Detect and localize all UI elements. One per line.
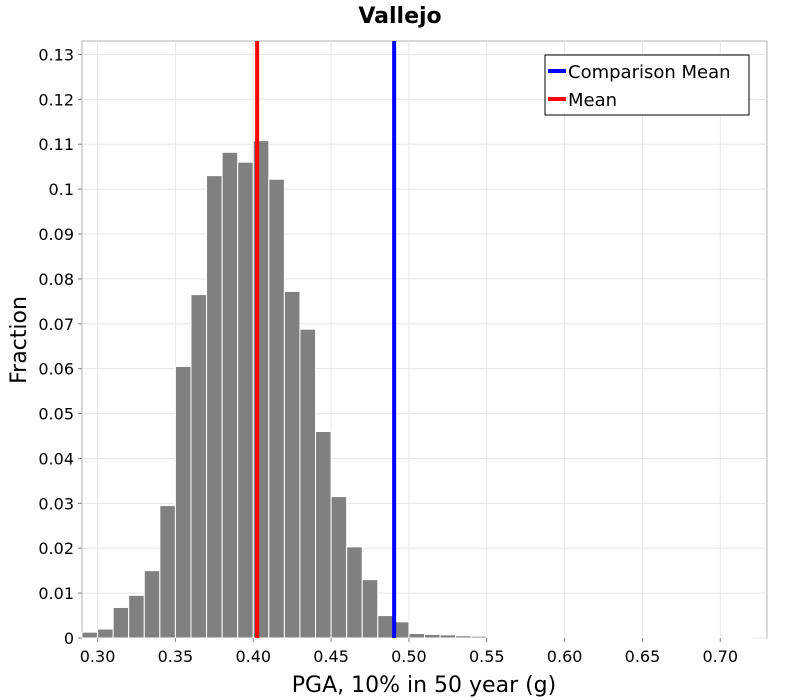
x-axis-label: PGA, 10% in 50 year (g) <box>292 673 556 698</box>
y-tick-label: 0.13 <box>38 45 74 64</box>
histogram-bar <box>377 615 394 639</box>
x-axis-ticks: 0.30 0.35 0.40 0.45 0.50 0.55 0.60 0.65 0.70 <box>80 638 738 666</box>
histogram-bar <box>315 431 332 639</box>
x-tick-label: 0.50 <box>391 647 427 666</box>
histogram-bar <box>206 175 223 639</box>
histogram-bar <box>455 635 472 639</box>
x-tick-label: 0.45 <box>313 647 349 666</box>
legend-label-mean: Mean <box>568 90 617 111</box>
y-axis-label: Fraction <box>7 296 32 384</box>
histogram-bars <box>81 140 752 639</box>
x-tick-label: 0.35 <box>158 647 194 666</box>
y-tick-label: 0 <box>64 629 74 648</box>
y-axis-ticks: 0 0.01 0.02 0.03 0.04 0.05 0.06 0.07 0.08 0.09 0.1… <box>38 45 82 648</box>
histogram-bar <box>330 496 348 639</box>
histogram-bar <box>221 151 239 639</box>
histogram-bar <box>361 579 379 639</box>
x-tick-label: 0.40 <box>235 647 271 666</box>
y-tick-label: 0.03 <box>38 494 74 513</box>
histogram-bar <box>486 636 503 639</box>
y-tick-label: 0.01 <box>38 584 74 603</box>
x-tick-label: 0.60 <box>547 647 583 666</box>
x-tick-label: 0.65 <box>625 647 661 666</box>
x-tick-label: 0.70 <box>702 647 738 666</box>
y-tick-label: 0.07 <box>38 315 74 334</box>
histogram-bar <box>128 594 145 639</box>
legend-box <box>544 54 750 116</box>
histogram-bar <box>268 178 285 639</box>
y-tick-label: 0.11 <box>38 135 74 154</box>
histogram-bar <box>424 633 441 639</box>
histogram-bar <box>237 161 254 639</box>
histogram-bar <box>408 633 426 639</box>
histogram-bar <box>470 635 488 639</box>
histogram-bar <box>299 328 317 639</box>
histogram-bar <box>190 294 208 639</box>
histogram-bar <box>97 628 114 639</box>
x-tick-label: 0.30 <box>80 647 116 666</box>
legend-label-comparison-mean: Comparison Mean <box>568 62 731 83</box>
histogram-bar <box>81 631 99 639</box>
y-tick-label: 0.04 <box>38 449 74 468</box>
histogram-bar <box>112 606 130 639</box>
legend: Comparison Mean Mean <box>544 54 750 116</box>
histogram-bar <box>439 634 457 639</box>
mean-lines <box>255 41 397 638</box>
histogram-bar <box>283 290 301 639</box>
histogram-bar <box>174 365 192 639</box>
y-tick-label: 0.02 <box>38 539 74 558</box>
x-tick-label: 0.55 <box>469 647 505 666</box>
y-tick-label: 0.06 <box>38 360 74 379</box>
y-tick-label: 0.05 <box>38 405 74 424</box>
y-tick-label: 0.08 <box>38 270 74 289</box>
y-tick-label: 0.1 <box>49 180 74 199</box>
histogram-bar <box>143 570 161 639</box>
y-tick-label: 0.09 <box>38 225 74 244</box>
chart-title: Vallejo <box>358 4 441 29</box>
y-tick-label: 0.12 <box>38 90 74 109</box>
histogram-bar <box>346 546 363 639</box>
histogram-bar <box>159 505 176 639</box>
